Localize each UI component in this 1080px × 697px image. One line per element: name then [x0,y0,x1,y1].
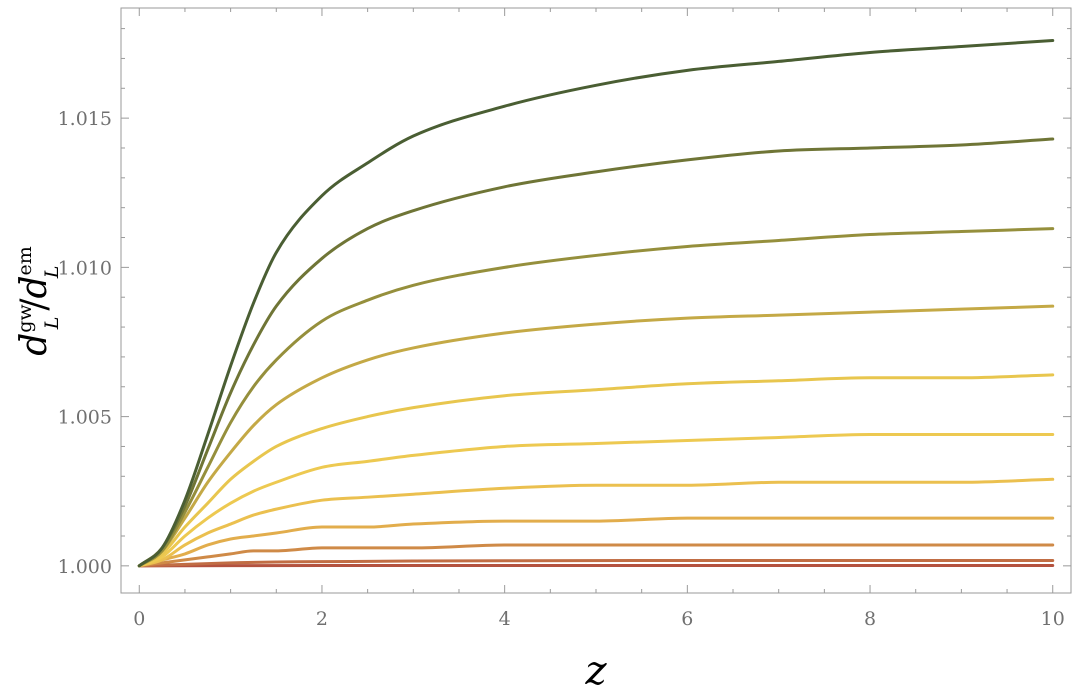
plot-frame [120,7,1072,594]
series-line-8 [137,516,1055,568]
y-tick-label: 1.015 [58,108,112,130]
series-line-3 [137,227,1055,568]
y-axis-title: dgw L/dem L [14,246,63,356]
series-group [137,39,1055,568]
series-line-5 [137,373,1055,568]
y-tick-label: 1.010 [58,257,112,279]
series-line-7 [137,477,1055,568]
x-tick-label: 2 [316,608,328,630]
x-tick-label: 0 [133,608,145,630]
x-tick-label: 6 [681,608,693,630]
series-line-6 [137,433,1055,568]
series-line-9 [137,543,1055,568]
y-tick-label: 1.005 [58,407,112,429]
series-line-1 [137,39,1055,568]
series-line-10 [137,558,1055,568]
x-tick-label: 10 [1041,608,1065,630]
y-tick-label: 1.000 [58,556,112,578]
x-tick-label: 8 [864,608,876,630]
series-line-4 [137,304,1055,568]
x-tick-label: 4 [499,608,511,630]
x-axis-title: z [584,648,607,694]
series-line-2 [137,137,1055,568]
ticks [121,8,1071,593]
tick-labels: 0 2 4 6 8 10 1.000 1.005 1.010 1.015 [58,108,1065,630]
